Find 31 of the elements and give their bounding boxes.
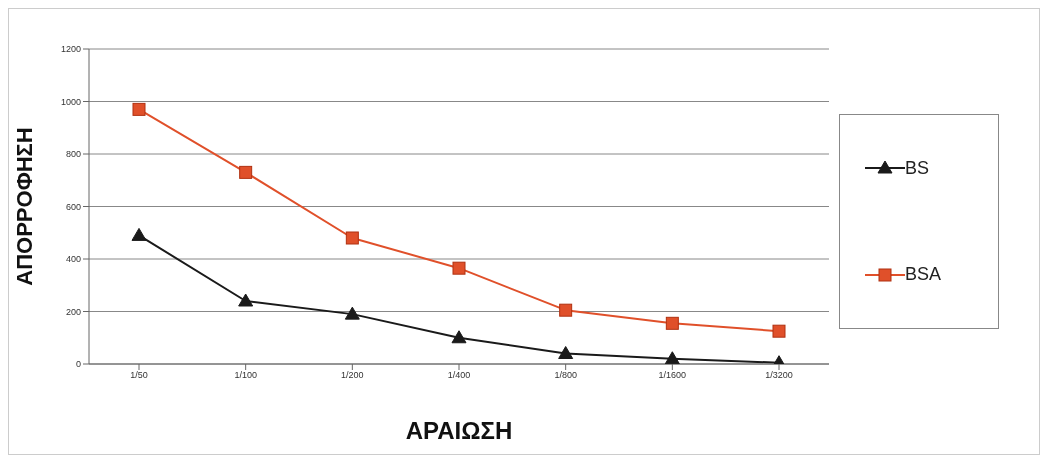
x-axis-title: ΑΡΑΙΩΣΗ (405, 417, 513, 444)
point (772, 324, 786, 338)
y-tick-label: 600 (65, 201, 81, 212)
point (664, 351, 680, 364)
y-tick-label: 1200 (60, 44, 81, 55)
point (345, 231, 359, 245)
y-tick-label: 1000 (60, 96, 81, 107)
x-tick-label: 1/200 (341, 370, 364, 381)
point (239, 165, 253, 179)
y-tick-label: 400 (65, 254, 81, 265)
x-tick-label: 1/100 (234, 370, 257, 381)
point (451, 330, 467, 344)
legend-label: BS (905, 157, 930, 179)
point (344, 306, 360, 320)
x-tick-label: 1/1600 (658, 370, 687, 381)
y-axis-title: ΑΠΟΡΡΟΦΗΣΗ (11, 127, 37, 286)
x-tick-label: 1/400 (447, 370, 471, 381)
point (665, 316, 679, 330)
x-tick-label: 1/50 (130, 370, 148, 381)
y-tick-label: 800 (65, 149, 81, 160)
y-tick-label: 200 (65, 306, 81, 317)
y-tick-label: 0 (75, 359, 81, 370)
legend-label: BSA (905, 264, 942, 286)
point (238, 293, 254, 307)
point (559, 303, 573, 317)
x-tick-label: 1/800 (554, 370, 577, 381)
x-tick-label: 1/3200 (765, 370, 793, 381)
point (452, 261, 466, 275)
point (131, 227, 147, 241)
point (132, 102, 146, 116)
point (558, 346, 574, 359)
